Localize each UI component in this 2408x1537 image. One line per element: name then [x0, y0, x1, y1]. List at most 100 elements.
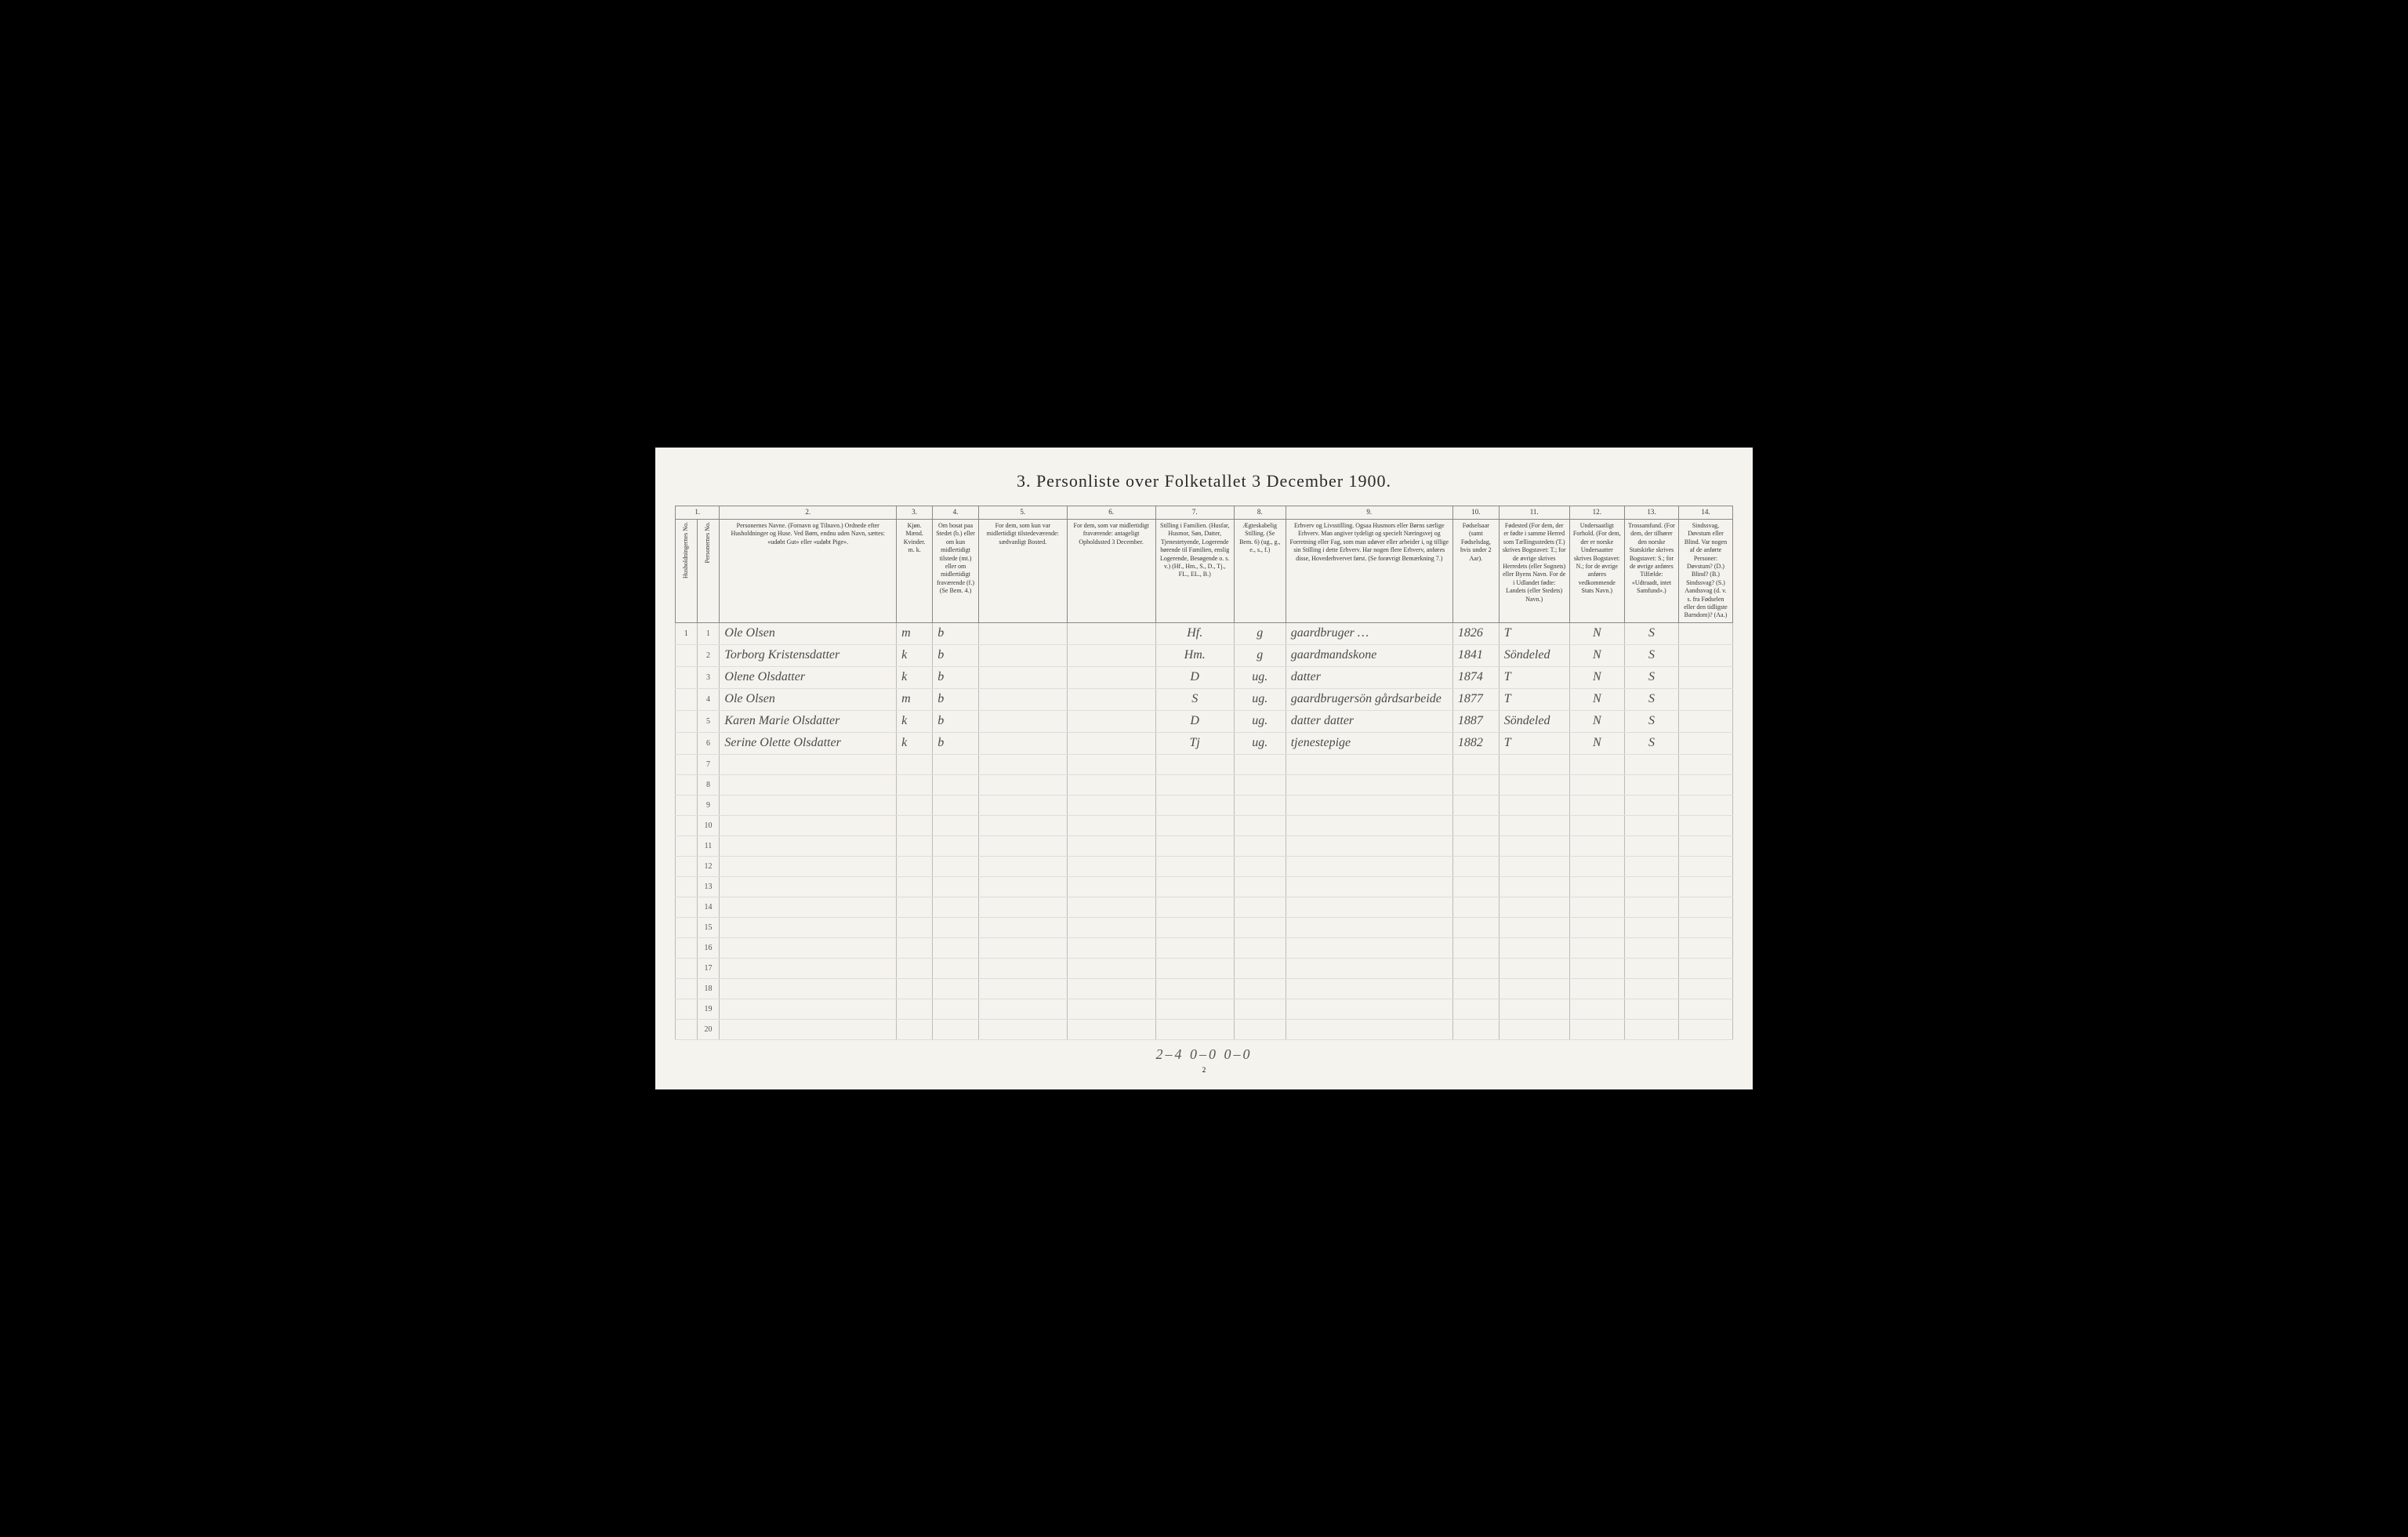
cell-sex: k — [897, 710, 933, 732]
cell-nationality: N — [1569, 622, 1624, 644]
cell-empty — [933, 999, 979, 1019]
cell-marital: ug. — [1234, 688, 1286, 710]
cell-occupation: gaardbrugersön gårdsarbeide — [1286, 688, 1452, 710]
cell-occupation: datter datter — [1286, 710, 1452, 732]
table-row: 4Ole OlsenmbSug.gaardbrugersön gårdsarbe… — [676, 688, 1733, 710]
cell-empty — [676, 937, 698, 958]
cell-residence: b — [933, 644, 979, 666]
cell-empty — [1569, 795, 1624, 815]
col-num: 6. — [1067, 506, 1155, 520]
cell-religion: S — [1624, 622, 1678, 644]
cell-person-no: 16 — [697, 937, 720, 958]
cell-empty — [1452, 917, 1499, 937]
cell-birth-year: 1882 — [1452, 732, 1499, 754]
header-religion: Trossamfund. (For dem, der tilhører den … — [1624, 520, 1678, 623]
cell-empty — [676, 1019, 698, 1039]
header-birth-year: Fødselsaar (samt Fødselsdag, hvis under … — [1452, 520, 1499, 623]
cell-birth-year: 1887 — [1452, 710, 1499, 732]
cell-person-no: 3 — [697, 666, 720, 688]
cell-empty — [1067, 958, 1155, 978]
col-num: 11. — [1499, 506, 1569, 520]
footer-tally: 2–4 0–0 0–0 — [675, 1046, 1733, 1063]
cell-name: Ole Olsen — [720, 622, 897, 644]
cell-empty — [720, 754, 897, 774]
cell-empty — [978, 815, 1067, 836]
cell-residence: b — [933, 622, 979, 644]
cell-person-no: 2 — [697, 644, 720, 666]
header-birthplace: Fødested (For dem, der er fødte i samme … — [1499, 520, 1569, 623]
cell-empty — [676, 978, 698, 999]
cell-disability — [1678, 710, 1732, 732]
empty-row: 7 — [676, 754, 1733, 774]
cell-empty — [720, 1019, 897, 1039]
cell-residence: b — [933, 710, 979, 732]
cell-usual-place — [978, 710, 1067, 732]
empty-row: 16 — [676, 937, 1733, 958]
col-num: 14. — [1678, 506, 1732, 520]
cell-empty — [720, 774, 897, 795]
cell-empty — [978, 774, 1067, 795]
cell-empty — [720, 917, 897, 937]
cell-empty — [1678, 774, 1732, 795]
cell-empty — [1678, 876, 1732, 897]
cell-name: Ole Olsen — [720, 688, 897, 710]
cell-empty — [1067, 754, 1155, 774]
cell-empty — [720, 958, 897, 978]
cell-empty — [1286, 774, 1452, 795]
empty-row: 20 — [676, 1019, 1733, 1039]
col-num: 2. — [720, 506, 897, 520]
cell-empty — [1499, 978, 1569, 999]
header-sex: Kjøn. Mænd. Kvinder. m. k. — [897, 520, 933, 623]
cell-nationality: N — [1569, 666, 1624, 688]
cell-empty — [1155, 815, 1234, 836]
cell-person-no: 10 — [697, 815, 720, 836]
cell-marital: ug. — [1234, 710, 1286, 732]
cell-empty — [978, 917, 1067, 937]
cell-empty — [1067, 774, 1155, 795]
cell-empty — [1234, 937, 1286, 958]
empty-row: 11 — [676, 836, 1733, 856]
col-num: 4. — [933, 506, 979, 520]
cell-temp-absent — [1067, 688, 1155, 710]
cell-empty — [1234, 897, 1286, 917]
cell-person-no: 5 — [697, 710, 720, 732]
cell-household — [676, 732, 698, 754]
cell-empty — [1452, 795, 1499, 815]
cell-empty — [1499, 774, 1569, 795]
cell-empty — [1452, 856, 1499, 876]
cell-name: Torborg Kristensdatter — [720, 644, 897, 666]
cell-empty — [1569, 774, 1624, 795]
empty-row: 12 — [676, 856, 1733, 876]
cell-empty — [1286, 836, 1452, 856]
header-disability: Sindssvag, Døvstum eller Blind. Var noge… — [1678, 520, 1732, 623]
table-row: 6Serine Olette OlsdatterkbTjug.tjenestep… — [676, 732, 1733, 754]
cell-empty — [1155, 917, 1234, 937]
cell-empty — [897, 1019, 933, 1039]
cell-empty — [933, 836, 979, 856]
cell-empty — [1234, 876, 1286, 897]
cell-empty — [978, 958, 1067, 978]
cell-empty — [1286, 937, 1452, 958]
cell-empty — [1569, 1019, 1624, 1039]
page-number: 2 — [675, 1066, 1733, 1074]
cell-family-pos: Hf. — [1155, 622, 1234, 644]
cell-person-no: 15 — [697, 917, 720, 937]
cell-empty — [897, 774, 933, 795]
cell-empty — [1499, 917, 1569, 937]
cell-empty — [1624, 795, 1678, 815]
cell-empty — [1624, 999, 1678, 1019]
cell-person-no: 13 — [697, 876, 720, 897]
cell-empty — [1234, 754, 1286, 774]
cell-empty — [676, 795, 698, 815]
cell-empty — [1234, 774, 1286, 795]
cell-empty — [1678, 1019, 1732, 1039]
table-row: 3Olene OlsdatterkbDug.datter1874TNS — [676, 666, 1733, 688]
cell-empty — [1678, 754, 1732, 774]
col-num: 8. — [1234, 506, 1286, 520]
cell-empty — [1569, 897, 1624, 917]
empty-row: 8 — [676, 774, 1733, 795]
cell-empty — [720, 876, 897, 897]
cell-empty — [1452, 836, 1499, 856]
empty-row: 17 — [676, 958, 1733, 978]
cell-empty — [1067, 978, 1155, 999]
